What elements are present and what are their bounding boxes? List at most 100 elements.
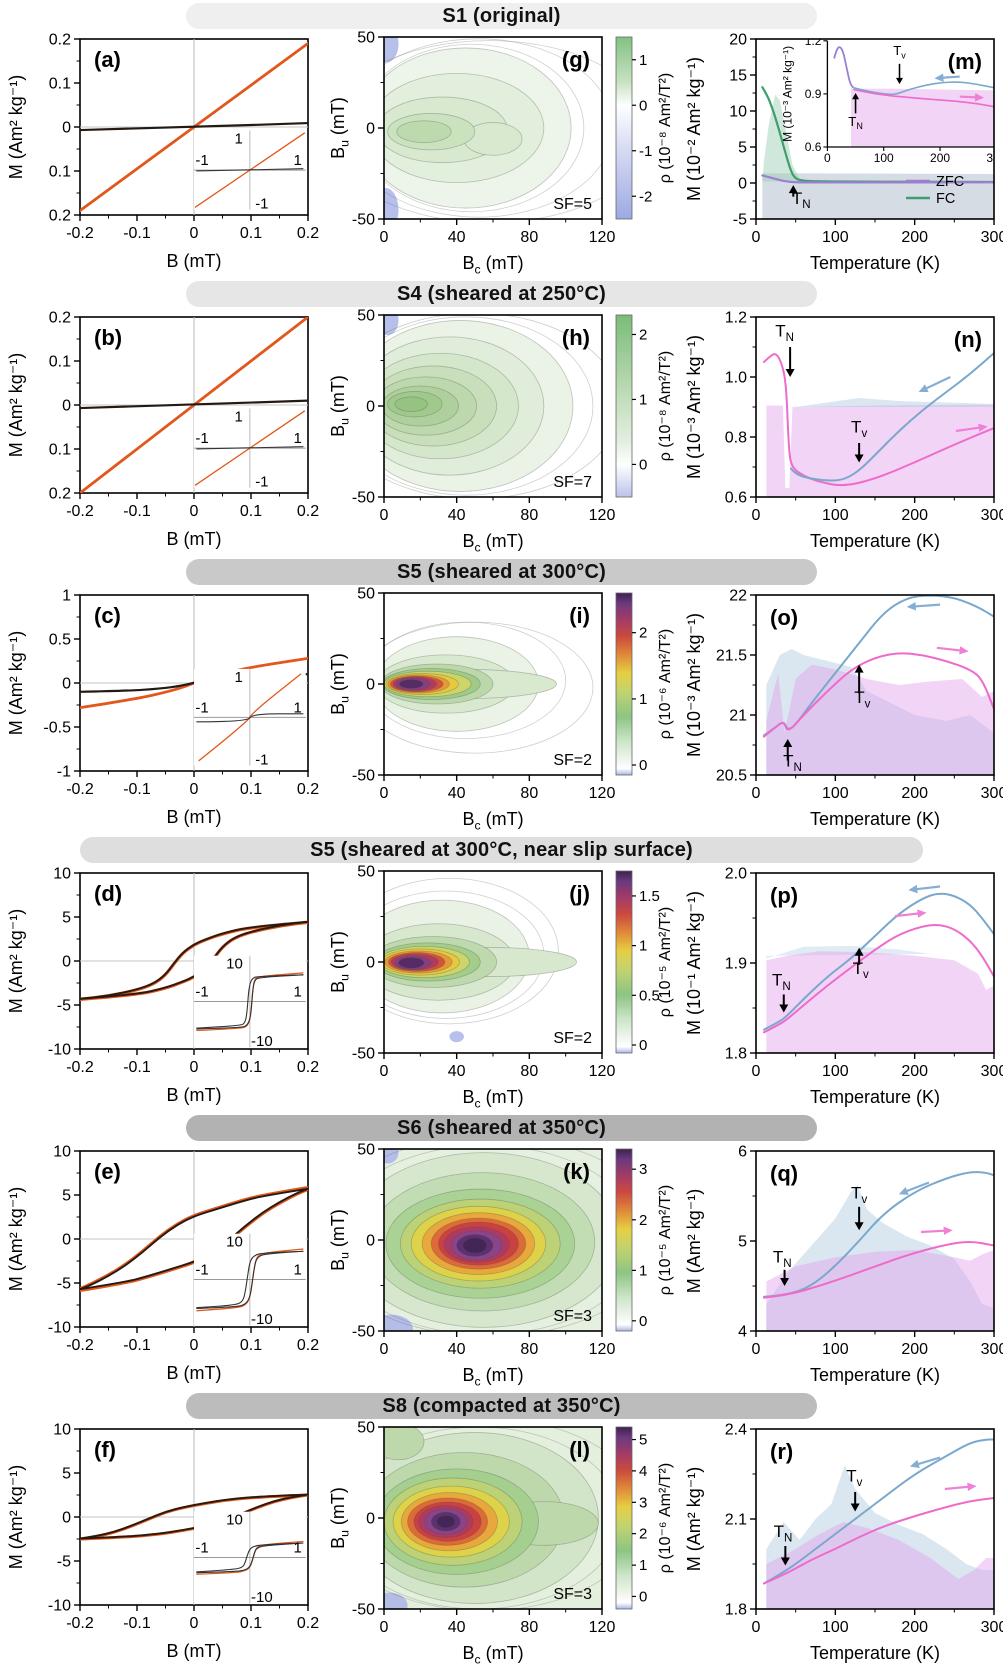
svg-text:-5: -5: [57, 1553, 71, 1570]
svg-text:B (mT): B (mT): [167, 807, 222, 827]
svg-text:0: 0: [366, 120, 375, 137]
svg-text:0: 0: [639, 97, 647, 114]
svg-text:Tv: Tv: [854, 688, 870, 710]
svg-text:0: 0: [380, 1619, 389, 1636]
svg-text:0: 0: [738, 175, 747, 192]
svg-text:0.1: 0.1: [240, 225, 262, 242]
svg-text:-0.2: -0.2: [66, 1059, 94, 1076]
svg-text:TN: TN: [848, 114, 863, 131]
svg-text:ρ (10⁻⁶ Am²/T²): ρ (10⁻⁶ Am²/T²): [657, 629, 674, 739]
svg-text:1.2: 1.2: [725, 309, 747, 326]
svg-text:1: 1: [294, 983, 302, 1000]
panel-b-hysteresis: -0.2 -0.1 0 0.1 0.2 0.2 0.1 0 0.1 0.2 1 -1 -1 1 (b) B (…: [0, 307, 330, 559]
panel-q-thermomag: TN Tv 0 100 200 300 6 5 4 (q) Temperature (K) M (Am…: [680, 1141, 1003, 1393]
svg-text:200: 200: [901, 507, 928, 524]
svg-text:120: 120: [589, 507, 616, 524]
svg-text:0.6: 0.6: [725, 489, 747, 506]
svg-text:M (10⁻³ Am² kg⁻¹): M (10⁻³ Am² kg⁻¹): [780, 46, 794, 142]
svg-text:100: 100: [822, 1619, 849, 1636]
svg-text:Temperature (K): Temperature (K): [810, 1643, 940, 1663]
section-title: S1 (original): [442, 4, 561, 27]
svg-text:B (mT): B (mT): [167, 251, 222, 271]
svg-text:0: 0: [62, 1231, 71, 1248]
svg-text:2: 2: [639, 625, 647, 642]
svg-text:Bu (mT): Bu (mT): [330, 97, 352, 159]
svg-text:0: 0: [62, 119, 71, 136]
svg-text:0.2: 0.2: [297, 781, 319, 798]
svg-text:Bu (mT): Bu (mT): [330, 1209, 352, 1271]
section-banner: S1 (original): [185, 3, 818, 29]
svg-text:100: 100: [874, 151, 894, 165]
svg-text:0.5: 0.5: [49, 631, 71, 648]
svg-text:200: 200: [901, 1619, 928, 1636]
svg-text:1.0: 1.0: [725, 369, 747, 386]
svg-text:10: 10: [226, 1512, 243, 1529]
svg-text:SF=3: SF=3: [553, 1308, 592, 1325]
svg-text:-0.1: -0.1: [123, 1337, 151, 1354]
svg-text:0: 0: [752, 1619, 761, 1636]
svg-text:Bc (mT): Bc (mT): [462, 531, 523, 555]
svg-text:TN: TN: [783, 752, 802, 774]
svg-text:0.1: 0.1: [49, 353, 71, 370]
svg-text:0: 0: [366, 398, 375, 415]
svg-text:5: 5: [62, 1465, 71, 1482]
svg-text:200: 200: [930, 151, 950, 165]
svg-text:Bu (mT): Bu (mT): [330, 653, 352, 715]
svg-text:0: 0: [380, 1063, 389, 1080]
svg-text:-1: -1: [195, 1539, 208, 1556]
panel-l-forc: SF=3 0 40 80 120 50 0 -50 (l) Bc (mT) Bu (mT) 5 4 3 2 1…: [330, 1419, 680, 1671]
svg-text:3: 3: [639, 1494, 647, 1511]
svg-text:1: 1: [294, 699, 302, 716]
svg-text:0.2: 0.2: [297, 1615, 319, 1632]
svg-text:0: 0: [62, 675, 71, 692]
svg-text:-0.1: -0.1: [123, 503, 151, 520]
svg-text:(i): (i): [569, 603, 590, 628]
svg-text:-1: -1: [195, 983, 208, 1000]
svg-text:0.2: 0.2: [297, 1059, 319, 1076]
svg-text:5: 5: [639, 1432, 647, 1449]
svg-text:-0.2: -0.2: [66, 1615, 94, 1632]
svg-text:M (Am² kg⁻¹): M (Am² kg⁻¹): [6, 909, 26, 1013]
svg-text:200: 200: [901, 785, 928, 802]
svg-text:4: 4: [738, 1323, 747, 1340]
svg-text:(j): (j): [569, 881, 590, 906]
svg-text:0: 0: [639, 1037, 647, 1054]
section-banner: S4 (sheared at 250°C): [185, 281, 818, 307]
section-banner: S5 (sheared at 300°C): [185, 559, 818, 585]
svg-text:(h): (h): [562, 325, 590, 350]
panel-n-thermomag: TN Tv 0 100 200 300 1.2 1.0 0.8 0.6 (n) Temperature…: [680, 307, 1003, 559]
svg-text:M (10⁻³ Am² kg⁻¹): M (10⁻³ Am² kg⁻¹): [684, 613, 704, 757]
svg-text:10: 10: [226, 1234, 243, 1251]
svg-text:0.2: 0.2: [49, 31, 71, 48]
svg-text:80: 80: [520, 1619, 538, 1636]
svg-text:M (10⁻² Am² kg⁻¹): M (10⁻² Am² kg⁻¹): [684, 57, 704, 201]
svg-text:B (mT): B (mT): [167, 1641, 222, 1661]
svg-text:1: 1: [639, 1557, 647, 1574]
svg-text:300: 300: [981, 785, 1003, 802]
svg-text:Tv: Tv: [893, 43, 906, 60]
svg-text:TN: TN: [775, 322, 794, 344]
svg-text:-50: -50: [352, 767, 375, 784]
row-s4: S4 (sheared at 250°C) -0.2 -0.1 0 0.1 0.2 0.2…: [0, 281, 1003, 559]
svg-text:0.2: 0.2: [49, 485, 71, 502]
svg-text:5: 5: [738, 1233, 747, 1250]
svg-text:Temperature (K): Temperature (K): [810, 809, 940, 829]
svg-text:1: 1: [235, 669, 243, 686]
svg-text:0: 0: [190, 225, 199, 242]
panel-j-forc: SF=2 0 40 80 120 50 0 -50 (j) Bc (mT) Bu (mT) 1.5 1 0…: [330, 863, 680, 1115]
svg-text:2: 2: [639, 326, 647, 343]
section-title: S8 (compacted at 350°C): [382, 1394, 621, 1417]
svg-text:1: 1: [235, 409, 243, 426]
svg-text:-10: -10: [48, 1319, 71, 1336]
svg-text:-0.5: -0.5: [43, 719, 71, 736]
section-banner: S6 (sheared at 350°C): [185, 1115, 818, 1141]
svg-text:0: 0: [752, 785, 761, 802]
svg-text:TN: TN: [773, 1248, 792, 1270]
svg-text:-1: -1: [255, 474, 268, 491]
svg-text:0.1: 0.1: [240, 503, 262, 520]
svg-text:-10: -10: [48, 1041, 71, 1058]
svg-text:50: 50: [357, 307, 375, 324]
svg-text:M (Am² kg⁻¹): M (Am² kg⁻¹): [684, 1467, 704, 1571]
